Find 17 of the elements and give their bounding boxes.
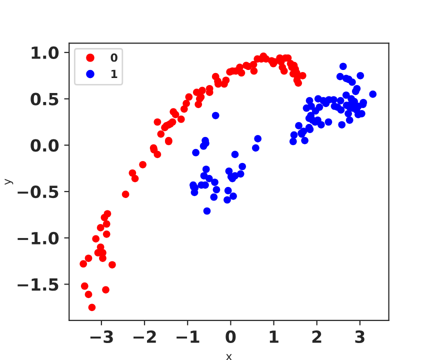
x-tick-label: −1 [176, 330, 200, 343]
x-axis-title: x [226, 354, 232, 360]
y-tick-label: −1.0 [18, 232, 59, 244]
y-tick-label: 0.5 [30, 92, 58, 106]
legend-label: 0 [110, 53, 118, 62]
y-tick-label: 0.0 [30, 139, 59, 152]
x-tick-label: 1 [270, 330, 278, 343]
y-tick-label: −1.5 [18, 278, 58, 291]
y-axis-title: y [4, 178, 14, 185]
x-tick-label: 2 [312, 330, 322, 343]
x-tick-label: 3 [355, 330, 364, 344]
y-tick-label: −0.5 [18, 185, 58, 198]
y-tick-label: 1.0 [32, 46, 59, 60]
x-tick-label: −3 [90, 330, 113, 344]
x-tick-label: −2 [134, 330, 156, 343]
x-tick-label: 0 [226, 330, 236, 344]
legend-label: 1 [111, 70, 118, 78]
